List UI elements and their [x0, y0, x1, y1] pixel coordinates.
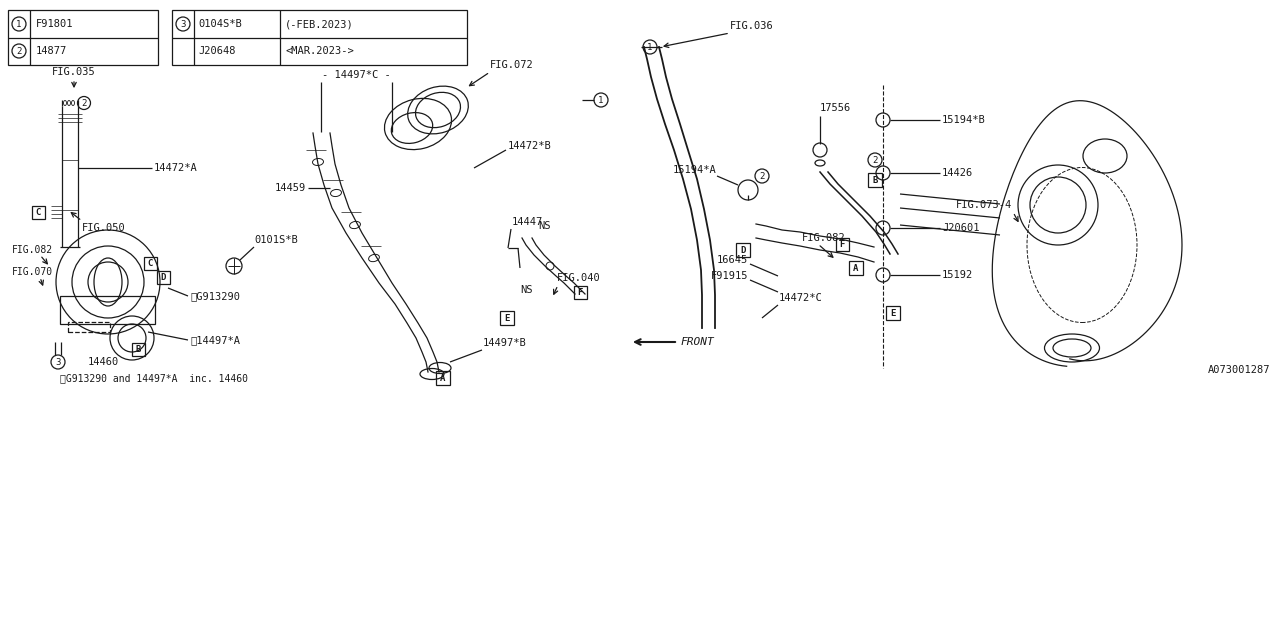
- Text: NS: NS: [538, 221, 550, 231]
- Text: 14460: 14460: [88, 357, 119, 367]
- Text: 2: 2: [82, 99, 87, 108]
- Text: FIG.050: FIG.050: [82, 223, 125, 233]
- Text: J20648: J20648: [198, 46, 236, 56]
- Text: 0104S*B: 0104S*B: [198, 19, 242, 29]
- Text: B: B: [872, 175, 878, 184]
- Text: 16645: 16645: [717, 255, 748, 265]
- Text: E: E: [504, 314, 509, 323]
- Text: C: C: [36, 207, 41, 216]
- Text: F91801: F91801: [36, 19, 73, 29]
- Bar: [32, 205, 45, 218]
- Text: (-FEB.2023): (-FEB.2023): [285, 19, 353, 29]
- Text: 14877: 14877: [36, 46, 68, 56]
- Bar: [143, 257, 156, 269]
- Text: FIG.036: FIG.036: [730, 21, 773, 31]
- Text: FIG.072: FIG.072: [490, 60, 534, 70]
- Text: F: F: [577, 287, 582, 296]
- Text: 14472*A: 14472*A: [154, 163, 197, 173]
- Text: FIG.070: FIG.070: [12, 267, 54, 277]
- Text: FIG.082: FIG.082: [12, 245, 54, 255]
- Bar: [436, 371, 451, 385]
- Text: A: A: [440, 374, 445, 383]
- Text: 14447: 14447: [512, 217, 543, 227]
- Text: 3: 3: [55, 358, 60, 367]
- Text: J20601: J20601: [942, 223, 979, 233]
- Bar: [68, 322, 110, 332]
- Bar: [849, 261, 863, 275]
- Bar: [172, 10, 467, 65]
- Text: 17556: 17556: [820, 103, 851, 113]
- Text: A073001287: A073001287: [1207, 365, 1270, 375]
- Bar: [500, 311, 515, 325]
- Bar: [736, 243, 750, 257]
- Text: FIG.035: FIG.035: [52, 67, 96, 77]
- Text: <MAR.2023->: <MAR.2023->: [285, 46, 353, 56]
- Text: 1: 1: [17, 19, 22, 29]
- Ellipse shape: [68, 100, 70, 106]
- Text: 15192: 15192: [942, 270, 973, 280]
- Text: 1: 1: [648, 42, 653, 51]
- Bar: [886, 306, 900, 320]
- Ellipse shape: [64, 100, 67, 106]
- Text: D: D: [740, 246, 746, 255]
- Text: F: F: [840, 239, 845, 248]
- Text: FIG.073-4: FIG.073-4: [956, 200, 1012, 210]
- Text: 3: 3: [180, 19, 186, 29]
- Ellipse shape: [72, 100, 74, 106]
- Text: 15194*B: 15194*B: [942, 115, 986, 125]
- Bar: [868, 173, 882, 187]
- Text: ※14497*A: ※14497*A: [189, 335, 241, 345]
- Text: 14426: 14426: [942, 168, 973, 178]
- Text: 1: 1: [598, 95, 604, 104]
- Bar: [836, 237, 849, 250]
- Text: E: E: [891, 308, 896, 317]
- Text: NS: NS: [520, 285, 532, 295]
- Bar: [60, 296, 155, 324]
- Text: F91915: F91915: [710, 271, 748, 281]
- Text: A: A: [854, 264, 859, 273]
- Text: 15194*A: 15194*A: [672, 165, 716, 175]
- Bar: [156, 271, 169, 284]
- Text: B: B: [136, 344, 141, 353]
- Text: 14472*B: 14472*B: [508, 141, 552, 151]
- Text: - 14497*C -: - 14497*C -: [323, 70, 390, 80]
- Text: C: C: [147, 259, 152, 268]
- Bar: [8, 10, 157, 65]
- Text: FIG.082: FIG.082: [803, 233, 846, 243]
- Text: 2: 2: [17, 47, 22, 56]
- Text: 14472*C: 14472*C: [780, 293, 823, 303]
- Text: FIG.040: FIG.040: [557, 273, 600, 283]
- Text: ※G913290: ※G913290: [189, 291, 241, 301]
- Bar: [573, 285, 586, 298]
- Text: 2: 2: [872, 156, 878, 164]
- Text: FRONT: FRONT: [680, 337, 714, 347]
- Text: ※G913290 and 14497*A  inc. 14460: ※G913290 and 14497*A inc. 14460: [60, 373, 248, 383]
- Text: 2: 2: [759, 172, 764, 180]
- Text: 14497*B: 14497*B: [483, 338, 527, 348]
- Text: 14459: 14459: [275, 183, 306, 193]
- Text: 0101S*B: 0101S*B: [253, 235, 298, 245]
- Text: D: D: [160, 273, 165, 282]
- Bar: [132, 342, 145, 355]
